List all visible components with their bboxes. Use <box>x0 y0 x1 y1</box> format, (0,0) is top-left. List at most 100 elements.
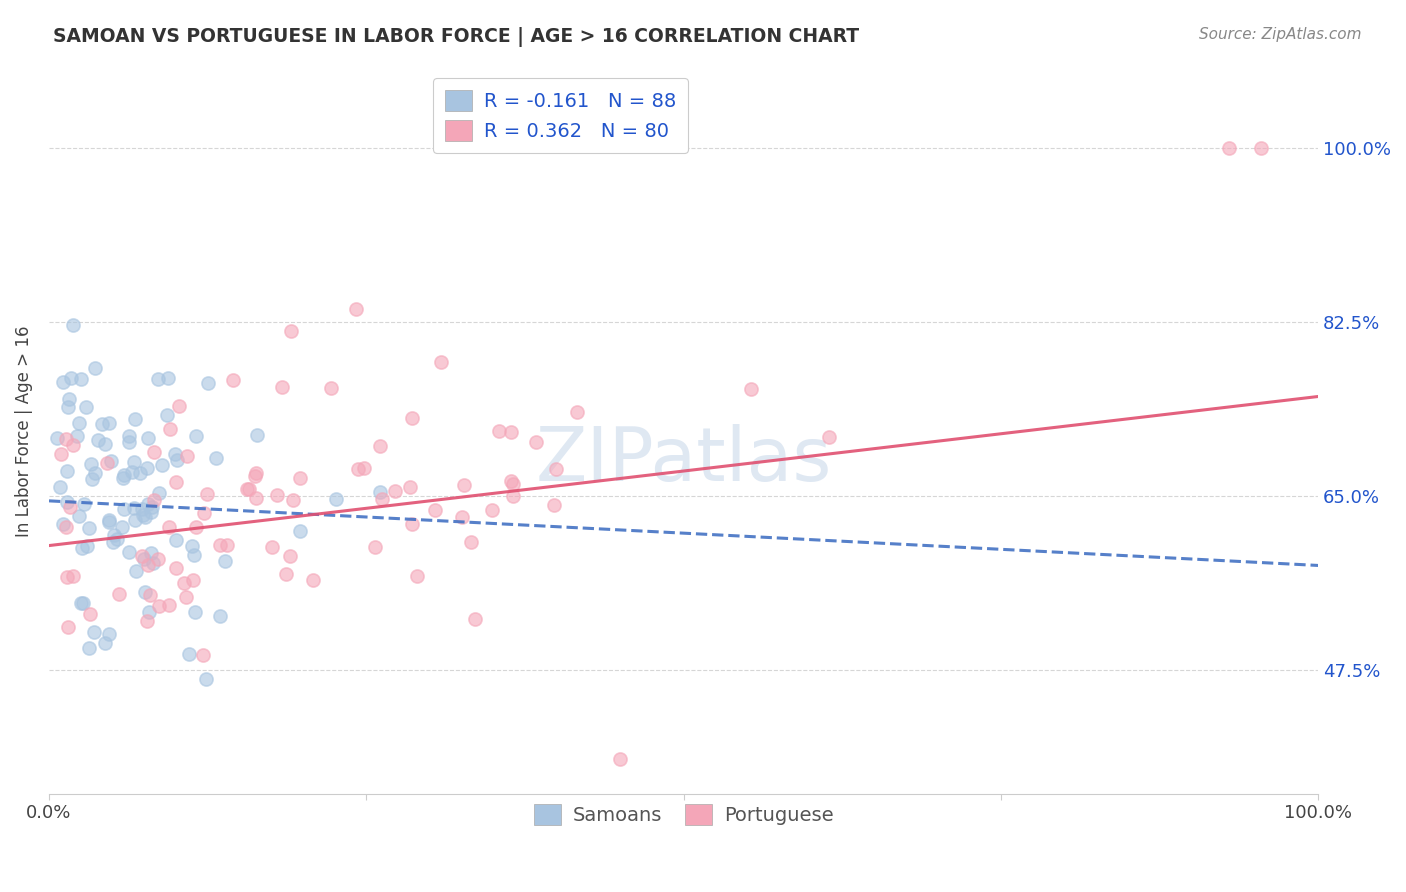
Point <box>52 516 75 531</box>
Point <box>122 501 145 516</box>
Point <box>166 453 188 467</box>
Point <box>67 416 90 430</box>
Point <box>450 510 472 524</box>
Point <box>353 461 375 475</box>
Point <box>96 456 118 470</box>
Point <box>125 564 148 578</box>
Point <box>146 551 169 566</box>
Point <box>139 546 162 560</box>
Point <box>83 467 105 481</box>
Point <box>112 468 135 483</box>
Point <box>84 360 107 375</box>
Point <box>72 497 94 511</box>
Point <box>270 379 292 393</box>
Point <box>193 506 215 520</box>
Point <box>208 538 231 552</box>
Point <box>94 437 117 451</box>
Point <box>134 584 156 599</box>
Point <box>77 520 100 534</box>
Point <box>80 457 103 471</box>
Point <box>146 371 169 385</box>
Point <box>167 400 190 414</box>
Point <box>87 433 110 447</box>
Point <box>184 520 207 534</box>
Point <box>148 599 170 614</box>
Point <box>245 466 267 480</box>
Point <box>238 483 260 497</box>
Point <box>83 624 105 639</box>
Point <box>138 605 160 619</box>
Point <box>136 497 159 511</box>
Point <box>97 515 120 529</box>
Point <box>1250 141 1272 155</box>
Point <box>117 434 139 449</box>
Point <box>488 425 510 439</box>
Point <box>502 477 524 491</box>
Point <box>131 501 153 516</box>
Point <box>52 375 75 389</box>
Point <box>165 475 187 489</box>
Point <box>94 636 117 650</box>
Point <box>67 509 90 524</box>
Point <box>481 503 503 517</box>
Point <box>180 540 202 554</box>
Point <box>214 554 236 568</box>
Point <box>1218 141 1240 155</box>
Point <box>325 492 347 507</box>
Point <box>72 596 94 610</box>
Text: ZIPatlas: ZIPatlas <box>536 424 832 497</box>
Point <box>464 612 486 626</box>
Point <box>215 538 238 552</box>
Point <box>260 540 283 554</box>
Point <box>281 492 304 507</box>
Point <box>401 516 423 531</box>
Legend: Samoans, Portuguese: Samoans, Portuguese <box>524 795 844 835</box>
Point <box>384 483 406 498</box>
Point <box>135 614 157 628</box>
Point <box>56 464 79 478</box>
Point <box>112 471 135 485</box>
Point <box>46 431 69 445</box>
Point <box>156 408 179 422</box>
Point <box>48 480 70 494</box>
Point <box>55 432 77 446</box>
Point <box>346 461 368 475</box>
Point <box>108 587 131 601</box>
Point <box>302 573 325 587</box>
Point <box>105 532 128 546</box>
Point <box>499 474 522 488</box>
Point <box>565 405 588 419</box>
Point <box>124 513 146 527</box>
Point <box>129 466 152 480</box>
Point <box>176 449 198 463</box>
Point <box>124 455 146 469</box>
Point <box>157 520 180 534</box>
Point <box>208 609 231 624</box>
Point <box>183 548 205 562</box>
Point <box>246 428 269 442</box>
Point <box>266 488 288 502</box>
Point <box>132 552 155 566</box>
Point <box>191 648 214 662</box>
Point <box>398 480 420 494</box>
Point <box>56 495 79 509</box>
Point <box>112 502 135 516</box>
Point <box>236 482 259 496</box>
Point <box>56 620 79 634</box>
Point <box>62 569 84 583</box>
Point <box>370 484 392 499</box>
Point <box>55 519 77 533</box>
Point <box>77 641 100 656</box>
Point <box>163 447 186 461</box>
Point <box>59 500 82 515</box>
Point <box>278 549 301 563</box>
Point <box>245 491 267 505</box>
Point <box>371 491 394 506</box>
Point <box>135 461 157 475</box>
Point <box>58 400 80 414</box>
Point <box>70 541 93 555</box>
Point <box>401 410 423 425</box>
Point <box>103 528 125 542</box>
Point <box>56 570 79 584</box>
Point <box>177 648 200 662</box>
